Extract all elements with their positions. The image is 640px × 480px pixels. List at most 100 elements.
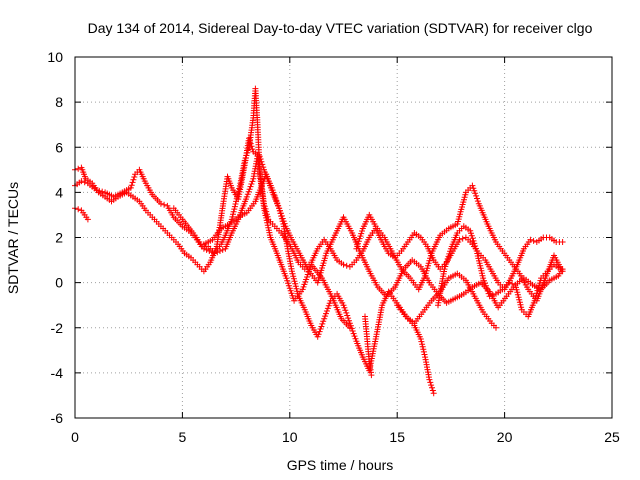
data-point: [214, 249, 221, 256]
data-point: [421, 351, 428, 358]
data-point: [208, 249, 215, 256]
data-point: [429, 387, 436, 394]
y-tick-label: 0: [55, 275, 63, 291]
data-point: [441, 266, 448, 273]
y-tick-label: -2: [51, 320, 64, 336]
x-tick-label: 20: [497, 429, 513, 445]
data-point: [324, 305, 331, 312]
y-tick-label: -4: [51, 365, 64, 381]
data-point: [493, 324, 499, 331]
data-point: [279, 215, 286, 222]
axis-ticks: 0 5 10 15 20 25 -6 -4 -2 0 2 4 6 8 10: [47, 49, 620, 445]
y-tick-label: 6: [55, 139, 63, 155]
grid: [75, 57, 612, 418]
data-point: [420, 348, 427, 355]
data-point: [426, 376, 433, 383]
y-tick-label: 4: [55, 184, 63, 200]
data-point: [246, 186, 253, 193]
data-point: [274, 200, 281, 206]
data-point: [231, 203, 238, 210]
data-point: [417, 336, 424, 342]
data-point: [219, 246, 226, 253]
data-point: [246, 135, 252, 142]
data-point: [321, 315, 328, 322]
data-point: [315, 331, 322, 338]
data-point: [473, 192, 480, 199]
data-point: [248, 181, 255, 187]
data-point: [429, 384, 435, 391]
data-point: [319, 320, 326, 327]
x-axis-label: GPS time / hours: [287, 457, 394, 473]
data-point: [269, 187, 276, 194]
data-point: [278, 212, 285, 219]
data-point: [368, 372, 375, 379]
data-point: [351, 333, 358, 340]
data-point: [157, 200, 164, 207]
x-tick-label: 15: [389, 429, 405, 445]
data-point: [249, 146, 256, 153]
data-point: [217, 248, 223, 254]
data-point: [247, 183, 254, 190]
data-point: [443, 258, 450, 265]
data-point: [559, 239, 566, 245]
data-point: [352, 335, 359, 342]
x-tick-label: 10: [282, 429, 298, 445]
data-point: [419, 341, 426, 348]
data-point: [344, 312, 351, 319]
data-point: [342, 307, 349, 314]
data-point: [277, 210, 284, 217]
data-point: [349, 328, 356, 334]
y-axis-label: SDTVAR / TECUs: [5, 182, 21, 294]
data-point: [323, 308, 330, 314]
data-point: [428, 382, 435, 389]
data-point: [281, 220, 288, 227]
data-point: [446, 250, 453, 257]
data-point: [474, 195, 480, 202]
data-points: [72, 85, 566, 397]
data-point: [467, 227, 474, 234]
data-point: [320, 318, 327, 325]
data-point: [131, 174, 138, 180]
data-point: [427, 379, 434, 386]
data-point: [260, 164, 267, 171]
data-point: [316, 328, 323, 335]
data-point: [248, 143, 255, 150]
data-point: [420, 346, 427, 353]
data-point: [232, 201, 239, 207]
data-point: [127, 184, 134, 191]
data-point: [203, 246, 210, 253]
y-tick-label: 8: [55, 94, 63, 110]
data-point: [270, 189, 277, 196]
data-point: [273, 197, 280, 204]
data-point: [345, 315, 352, 322]
data-point: [471, 240, 478, 247]
data-point: [130, 176, 137, 183]
data-point: [469, 182, 476, 189]
data-point: [206, 248, 213, 254]
data-point: [343, 309, 350, 316]
data-point: [78, 178, 85, 185]
y-tick-label: 10: [47, 49, 63, 65]
data-point: [84, 216, 91, 223]
data-point: [211, 250, 218, 257]
x-tick-label: 25: [604, 429, 620, 445]
x-tick-label: 0: [71, 429, 79, 445]
data-point: [469, 235, 476, 242]
data-point: [470, 185, 477, 192]
data-point: [340, 302, 347, 309]
data-point: [81, 179, 88, 186]
data-point: [346, 324, 353, 331]
data-point: [527, 236, 534, 243]
data-point: [459, 235, 466, 242]
data-point: [323, 310, 329, 317]
data-point: [474, 198, 481, 205]
data-point: [271, 192, 278, 199]
data-point: [128, 182, 135, 189]
data-point: [358, 230, 365, 237]
data-point: [75, 206, 82, 213]
data-point: [259, 161, 266, 168]
data-point: [244, 191, 251, 198]
data-point: [314, 333, 321, 340]
data-point: [430, 390, 437, 397]
